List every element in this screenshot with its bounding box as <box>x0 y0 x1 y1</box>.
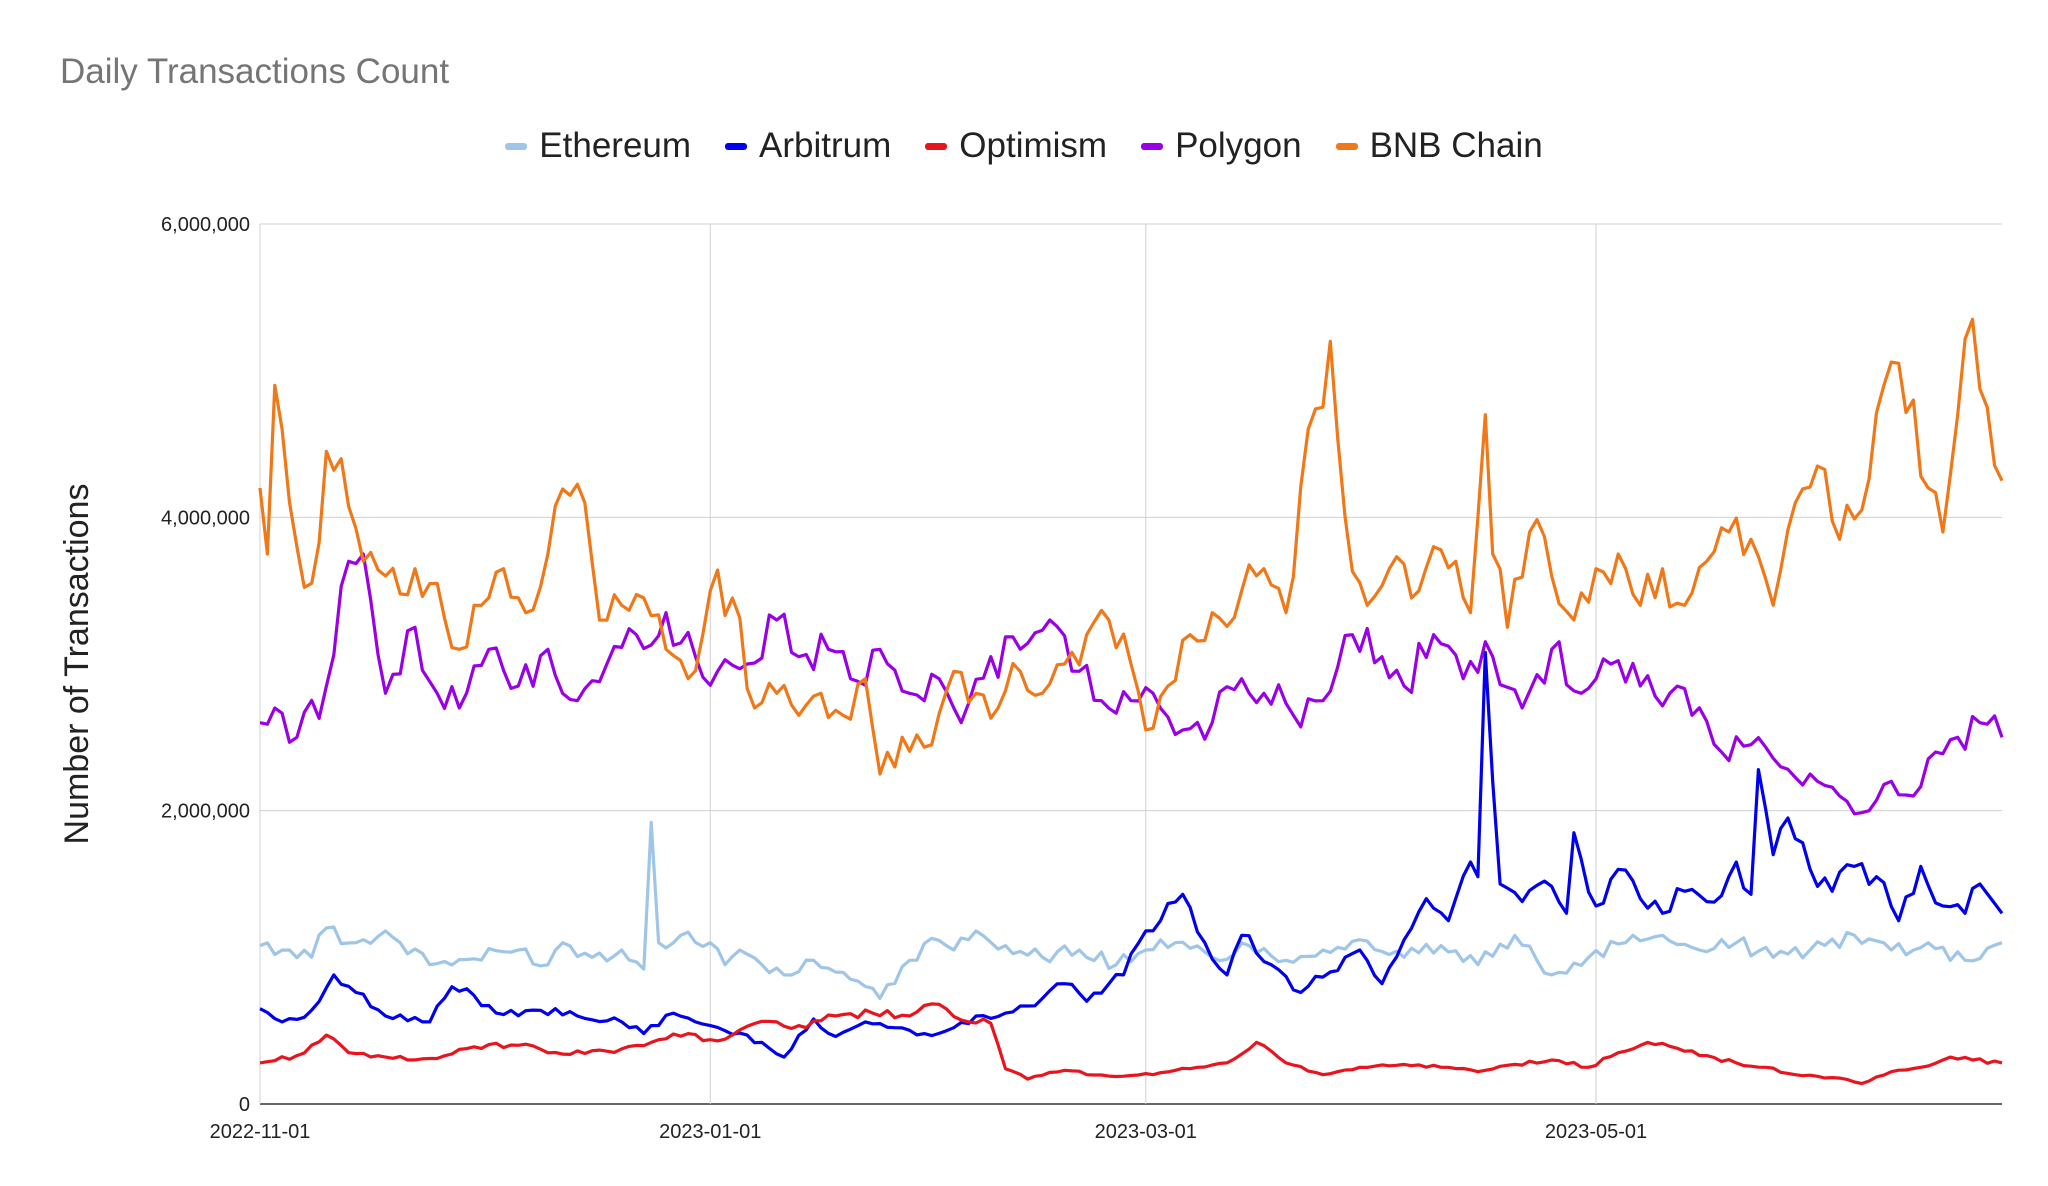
chart-title: Daily Transactions Count <box>60 52 450 91</box>
legend-label-ethereum: Ethereum <box>539 126 692 165</box>
legend-item-bnb-chain[interactable]: BNB Chain <box>1335 126 1543 166</box>
legend-label-optimism: Optimism <box>959 126 1108 165</box>
x-tick-label: 2022-11-01 <box>210 1121 311 1143</box>
legend-label-polygon: Polygon <box>1175 126 1302 165</box>
legend-swatch-arbitrum <box>725 142 748 150</box>
legend-item-ethereum[interactable]: Ethereum <box>505 126 691 166</box>
legend-swatch-ethereum <box>505 142 528 150</box>
series-line-arbitrum <box>259 650 2004 1059</box>
legend-label-arbitrum: Arbitrum <box>759 126 892 165</box>
y-axis-title: Number of Transactions <box>58 484 96 845</box>
legend-item-optimism[interactable]: Optimism <box>925 126 1107 166</box>
legend-swatch-optimism <box>925 142 948 150</box>
legend-swatch-polygon <box>1141 142 1164 150</box>
legend-swatch-bnb-chain <box>1335 142 1358 150</box>
series-line-polygon <box>259 552 2004 816</box>
x-tick-label: 2023-05-01 <box>1545 1121 1647 1143</box>
x-tick-label: 2023-03-01 <box>1095 1121 1197 1143</box>
series-line-bnb-chain <box>258 317 2004 776</box>
legend: Ethereum Arbitrum Optimism Polygon BNB C… <box>0 126 2048 166</box>
legend-item-polygon[interactable]: Polygon <box>1141 126 1302 166</box>
x-tick-label: 2023-01-01 <box>659 1121 761 1143</box>
y-tick-label: 4,000,000 <box>161 507 250 529</box>
series-line-optimism <box>259 1002 2003 1086</box>
legend-label-bnb-chain: BNB Chain <box>1369 126 1543 165</box>
y-tick-label: 6,000,000 <box>161 214 250 236</box>
y-tick-label: 2,000,000 <box>161 801 250 823</box>
series-line-ethereum <box>259 820 2003 1000</box>
legend-item-arbitrum[interactable]: Arbitrum <box>725 126 891 166</box>
y-tick-label: 0 <box>239 1094 250 1116</box>
